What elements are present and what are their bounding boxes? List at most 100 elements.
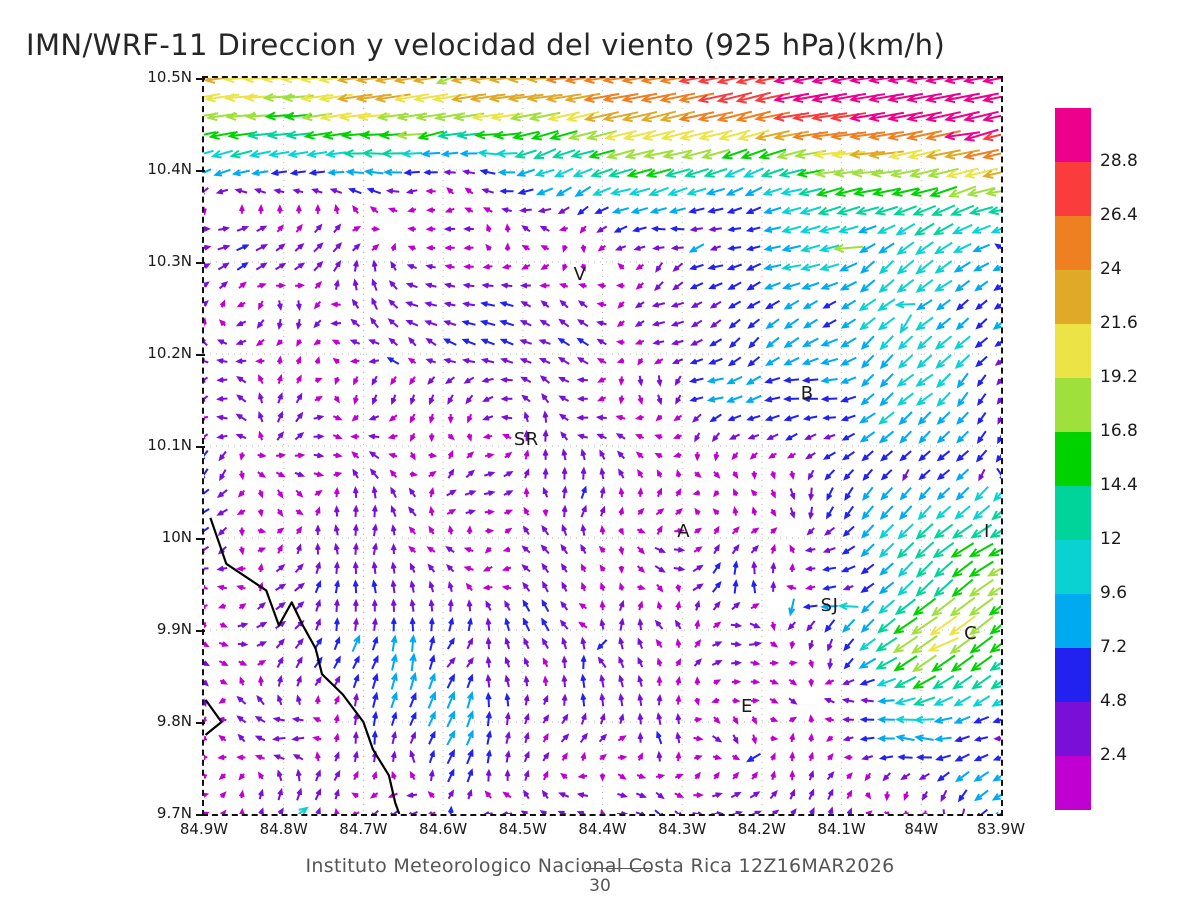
- wind-arrow: [336, 78, 364, 84]
- city-label-v: V: [573, 263, 587, 285]
- latitude-tick: [196, 538, 205, 540]
- wind-arrow: [982, 169, 1001, 179]
- color-band: [1055, 324, 1091, 378]
- wind-arrow: [424, 282, 437, 289]
- wind-arrow: [461, 338, 476, 346]
- wind-arrow: [925, 111, 961, 123]
- wind-arrow: [678, 78, 703, 85]
- wind-arrow: [482, 207, 493, 213]
- wind-arrow: [540, 245, 550, 251]
- wind-arrow: [705, 187, 726, 196]
- wind-arrow: [726, 263, 743, 271]
- map-plot-inner: V B SR A SJ C I E: [204, 78, 1001, 814]
- color-band: [1055, 540, 1091, 594]
- wind-arrow: [482, 263, 493, 270]
- wind-arrow: [204, 206, 207, 216]
- color-band: [1055, 432, 1091, 486]
- color-scale-bar: [1055, 108, 1091, 810]
- wind-arrow: [607, 168, 634, 178]
- wind-arrow: [896, 241, 915, 256]
- wind-arrow: [588, 149, 615, 160]
- wind-arrow: [925, 149, 961, 160]
- wind-arrow: [871, 187, 901, 197]
- wind-arrow: [295, 204, 302, 214]
- wind-arrow: [227, 130, 255, 140]
- wind-arrow: [858, 243, 876, 253]
- wind-arrow: [799, 206, 822, 216]
- wind-arrow: [424, 320, 438, 327]
- wind-arrow: [424, 301, 438, 308]
- wind-arrow: [285, 130, 311, 140]
- wind-arrow: [350, 318, 361, 328]
- wind-arrow: [242, 78, 274, 84]
- wind-arrow: [953, 261, 971, 273]
- wind-arrow: [425, 244, 436, 251]
- color-scale-tick-label: 28.8: [1100, 151, 1138, 171]
- wind-arrow: [716, 91, 753, 104]
- wind-arrow: [652, 245, 665, 251]
- wind-arrow: [572, 167, 593, 178]
- wind-arrow: [944, 110, 980, 123]
- wind-arrow: [280, 78, 310, 84]
- wind-arrow: [962, 92, 999, 104]
- wind-arrow: [812, 149, 846, 159]
- wind-arrow: [488, 93, 525, 103]
- wind-arrow: [521, 225, 531, 233]
- wind-arrow: [519, 207, 532, 214]
- wind-arrow: [746, 281, 761, 291]
- wind-arrow: [670, 301, 685, 308]
- wind-arrow: [369, 206, 379, 214]
- wind-arrow: [387, 207, 398, 214]
- wind-arrow: [727, 300, 742, 309]
- wind-arrow: [708, 282, 723, 290]
- wind-arrow: [709, 245, 722, 251]
- wind-arrow: [501, 207, 512, 213]
- color-band: [1055, 162, 1091, 216]
- wind-arrow: [236, 244, 250, 252]
- wind-arrow: [314, 223, 323, 234]
- wind-arrow: [318, 78, 345, 84]
- wind-arrow: [617, 262, 625, 270]
- wind-arrow: [208, 130, 236, 140]
- wind-arrow: [924, 78, 950, 85]
- wind-arrow: [859, 316, 876, 331]
- wind-arrow: [773, 112, 810, 122]
- wind-arrow: [878, 242, 895, 254]
- wind-arrow: [216, 339, 228, 345]
- wind-arrow: [689, 282, 704, 290]
- wind-arrow: [848, 131, 886, 141]
- wind-arrow: [915, 316, 934, 331]
- wind-arrow: [725, 186, 744, 196]
- wind-arrow: [270, 169, 288, 176]
- wind-arrow: [420, 149, 441, 158]
- wind-arrow: [683, 167, 709, 178]
- wind-arrow: [368, 339, 380, 345]
- wind-arrow: [210, 149, 234, 159]
- wind-arrow: [255, 338, 265, 347]
- wind-arrow: [830, 78, 855, 85]
- wind-arrow: [532, 148, 557, 160]
- wind-arrow: [537, 207, 552, 214]
- wind-arrow: [444, 207, 455, 213]
- wind-arrow: [672, 281, 684, 291]
- wind-arrow: [204, 244, 212, 251]
- wind-arrow: [295, 282, 306, 289]
- wind-arrow: [894, 300, 916, 309]
- wind-arrow: [258, 300, 264, 311]
- wind-arrow: [477, 149, 498, 158]
- wind-arrow: [295, 300, 302, 312]
- wind-arrow: [371, 278, 378, 291]
- wind-arrow: [539, 319, 551, 327]
- wind-arrow: [413, 93, 449, 103]
- wind-arrow: [764, 299, 781, 310]
- wind-arrow: [745, 262, 762, 271]
- wind-arrow: [516, 168, 536, 177]
- latitude-tick-label: 10.2N: [147, 344, 192, 362]
- page-title: IMN/WRF-11 Direccion y velocidad del vie…: [26, 28, 946, 62]
- wind-arrow: [371, 259, 378, 272]
- wind-arrow: [878, 259, 895, 275]
- wind-arrow: [526, 93, 563, 103]
- wind-arrow: [773, 78, 798, 85]
- latitude-tick: [196, 814, 205, 816]
- wind-arrow: [868, 150, 904, 160]
